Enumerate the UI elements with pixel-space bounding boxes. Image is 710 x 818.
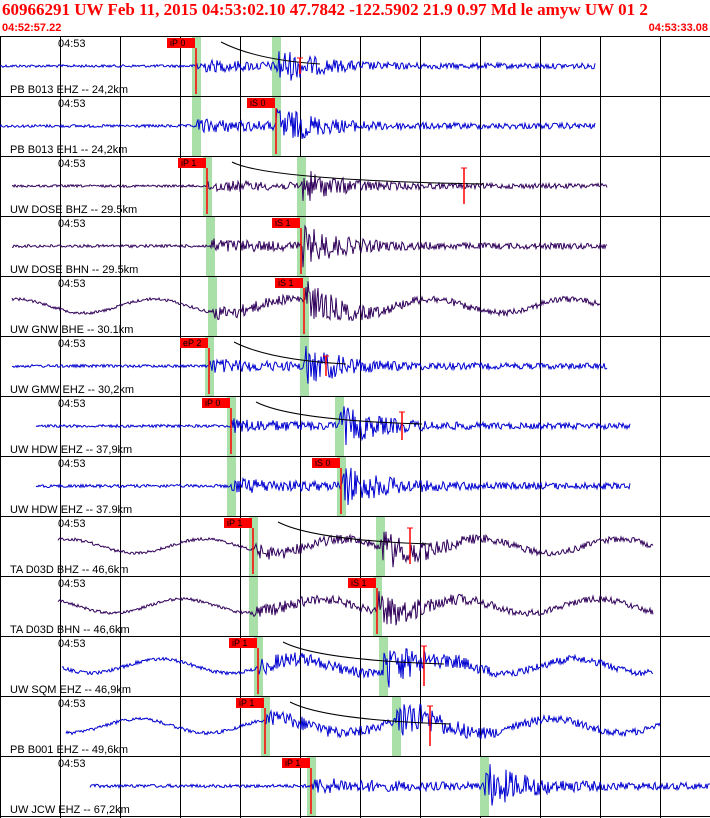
- trace-time-label: 04:53: [58, 698, 86, 710]
- waveform-trace: [65, 703, 661, 740]
- pick-label: iP 0: [205, 398, 220, 408]
- coda-curve: [220, 41, 321, 65]
- event-header-title: 60966291 UW Feb 11, 2015 04:53:02.10 47.…: [2, 0, 648, 19]
- coda-curve: [282, 641, 445, 665]
- pick-label: iP 1: [181, 158, 196, 168]
- pick-label: iP 1: [227, 518, 242, 528]
- trace-row[interactable]: iS 1 04:53 TA D03D BHN -- 46,6km: [10, 577, 654, 636]
- trace-time-label: 04:53: [58, 98, 86, 110]
- pick-label-box[interactable]: [224, 518, 252, 528]
- station-label: UW GNW BHE -- 30.1km: [10, 324, 133, 336]
- trace-time-label: 04:53: [58, 338, 86, 350]
- trace-panel[interactable]: iP 0 04:53 PB B013 EHZ -- 24,2km iS 0 04:53 P…: [0, 36, 710, 818]
- trace-time-label: 04:53: [58, 458, 86, 470]
- trace-row[interactable]: iS 1 04:53 UW GNW BHE -- 30.1km: [10, 277, 601, 336]
- trace-row[interactable]: iP 1 04:53 TA D03D BHZ -- 46,6km: [10, 517, 654, 576]
- pick-label-box[interactable]: [275, 278, 303, 288]
- pick-window: [300, 337, 309, 396]
- waveform-trace: [57, 591, 654, 626]
- trace-row[interactable]: iP 1 04:53 UW JCW EHZ -- 67,2km: [10, 757, 710, 816]
- waveform-trace: [11, 345, 608, 384]
- pick-label: iS 0: [250, 98, 266, 108]
- window-end-time: 04:53:33.08: [648, 22, 708, 34]
- station-label: UW JCW EHZ -- 67,2km: [10, 804, 130, 816]
- pick-label: iP 1: [232, 638, 247, 648]
- trace-row[interactable]: iP 0 04:53 UW HDW EHZ -- 37,9km: [10, 397, 631, 456]
- pick-label-box[interactable]: [247, 98, 275, 108]
- pick-label: iS 0: [315, 458, 331, 468]
- pick-label-box[interactable]: [202, 398, 230, 408]
- coda-curve: [231, 161, 485, 185]
- pick-label: iP 1: [285, 758, 300, 768]
- trace-row[interactable]: iP 1 04:53 PB B001 EHZ -- 49,6km: [10, 697, 661, 756]
- coda-curve: [255, 401, 423, 425]
- trace-row[interactable]: iP 1 04:53 UW DOSE BHZ -- 29.5km: [10, 157, 608, 216]
- trace-row[interactable]: iS 0 04:53 PB B013 EH1 -- 24,2km: [0, 97, 596, 156]
- pick-label: eP 2: [183, 338, 201, 348]
- waveform-trace: [35, 467, 631, 506]
- pick-window: [297, 157, 306, 216]
- pick-label-box[interactable]: [178, 158, 206, 168]
- coda-curve: [277, 521, 431, 545]
- station-label: TA D03D BHN -- 46,6km: [10, 624, 130, 636]
- pick-label-box[interactable]: [282, 758, 310, 768]
- pick-label-box[interactable]: [180, 338, 208, 348]
- pick-window: [392, 697, 401, 756]
- trace-time-label: 04:53: [58, 218, 86, 230]
- trace-time-label: 04:53: [58, 578, 86, 590]
- trace-time-label: 04:53: [58, 638, 86, 650]
- station-label: TA D03D BHZ -- 46,6km: [10, 564, 128, 576]
- pick-label-box[interactable]: [348, 578, 376, 588]
- trace-row[interactable]: eP 2 04:53 UW GMW EHZ -- 30,2km: [10, 337, 608, 396]
- pick-window: [480, 757, 489, 816]
- trace-row[interactable]: iP 0 04:53 PB B013 EHZ -- 24,2km: [0, 37, 596, 96]
- coda-curve: [233, 341, 347, 365]
- trace-row[interactable]: iS 0 04:53 UW HDW EHZ -- 37.9km: [10, 457, 631, 516]
- station-label: UW GMW EHZ -- 30,2km: [10, 384, 134, 396]
- trace-time-label: 04:53: [58, 758, 86, 770]
- pick-label-box[interactable]: [312, 458, 340, 468]
- station-label: UW HDW EHZ -- 37.9km: [10, 504, 132, 516]
- pick-label: iS 1: [351, 578, 367, 588]
- station-label: UW HDW EHZ -- 37,9km: [10, 444, 132, 456]
- trace-row[interactable]: iP 1 04:53 UW SQM EHZ -- 46,9km: [10, 637, 654, 696]
- station-label: UW SQM EHZ -- 46,9km: [10, 684, 131, 696]
- pick-window: [249, 577, 258, 636]
- trace-time-label: 04:53: [58, 278, 86, 290]
- station-label: PB B013 EH1 -- 24,2km: [10, 144, 127, 156]
- waveform-trace: [11, 281, 601, 322]
- waveform-trace: [0, 109, 596, 139]
- station-label: PB B001 EHZ -- 49,6km: [10, 744, 128, 756]
- pick-label-box[interactable]: [272, 218, 300, 228]
- pick-label-box[interactable]: [167, 38, 195, 48]
- trace-time-label: 04:53: [58, 38, 86, 50]
- waveform-trace: [61, 648, 654, 688]
- waveform-trace: [11, 171, 608, 201]
- trace-time-label: 04:53: [58, 518, 86, 530]
- trace-time-label: 04:53: [58, 158, 86, 170]
- pick-label: iP 1: [239, 698, 254, 708]
- pick-label-box[interactable]: [229, 638, 257, 648]
- waveform-trace: [57, 531, 654, 568]
- waveform-trace: [0, 51, 596, 81]
- station-label: PB B013 EHZ -- 24,2km: [10, 84, 128, 96]
- waveform-trace: [35, 406, 631, 446]
- trace-row[interactable]: iS 1 04:53 UW DOSE BHN -- 29.5km: [10, 217, 608, 276]
- station-label: UW DOSE BHN -- 29.5km: [10, 264, 138, 276]
- pick-label: iS 1: [278, 278, 294, 288]
- waveform-trace: [89, 764, 710, 806]
- coda-curve: [289, 701, 451, 725]
- window-start-time: 04:52:57.22: [2, 22, 62, 34]
- waveform-trace: [11, 224, 608, 268]
- pick-label: iS 1: [275, 218, 291, 228]
- pick-label: iP 0: [170, 38, 185, 48]
- pick-window: [335, 397, 344, 456]
- pick-window: [208, 277, 217, 336]
- station-label: UW DOSE BHZ -- 29.5km: [10, 204, 137, 216]
- pick-label-box[interactable]: [236, 698, 264, 708]
- trace-time-label: 04:53: [58, 398, 86, 410]
